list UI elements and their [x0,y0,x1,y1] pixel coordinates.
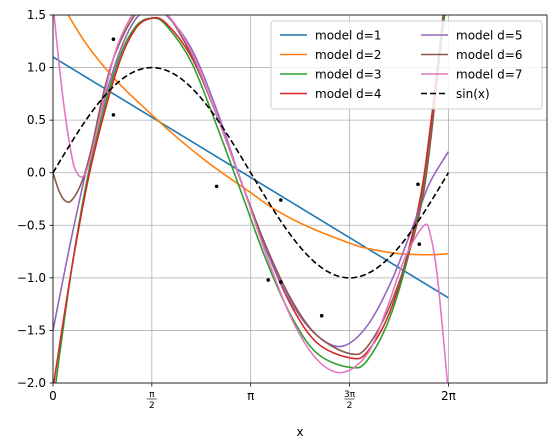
x-tick-label-1: π2 [146,390,157,411]
series-line-model-d-1 [53,56,449,299]
grid-lines [52,14,547,384]
plot-area [53,15,450,383]
x-tick-label-4: 2π [441,389,456,403]
legend: model d=1 model d=2 model d=3 model d=4 mode… [270,20,543,110]
scatter-point-6 [319,313,324,318]
y-tick-label-1: −1.5 [17,323,46,337]
legend-item-model-d-6: model d=6 [421,48,523,62]
series-line-sin-x [53,66,450,279]
y-axis-ticks: −2.0 −1.5 −1.0 −0.5 0.0 0.5 1.0 1.5 [17,8,53,390]
series-line-model-d-7 [53,15,449,383]
x-axis-label: x [296,425,303,439]
scatter-point-8 [417,242,422,247]
legend-item-model-d-5: model d=5 [421,29,523,43]
y-tick-label-0: −2.0 [17,376,46,390]
scatter-point-1 [111,113,116,117]
legend-label: model d=6 [456,48,523,62]
legend-item-model-d-3: model d=3 [280,68,382,82]
x-tick-numerator: 3π [344,390,356,400]
legend-item-model-d-4: model d=4 [280,87,382,101]
scatter-point-2 [214,184,219,189]
legend-item-sin-x: sin(x) [421,87,490,101]
scatter-point-5 [279,198,283,202]
legend-label: sin(x) [456,87,490,101]
scatter-point-4 [279,280,283,284]
x-tick-denominator: 2 [347,401,353,411]
legend-item-model-d-7: model d=7 [421,68,523,82]
legend-box [270,20,543,110]
legend-label: model d=1 [315,29,382,43]
legend-item-model-d-1: model d=1 [280,29,382,43]
y-tick-label-7: 1.5 [27,8,46,22]
x-tick-denominator: 2 [149,401,155,411]
x-tick-label-2: π [247,389,254,403]
legend-label: model d=4 [315,87,382,101]
scatter-point-0 [111,37,116,41]
scatter-point-3 [266,278,271,282]
x-tick-label-3: 3π2 [344,390,356,411]
y-tick-label-3: −0.5 [17,218,46,232]
legend-label: model d=3 [315,68,382,82]
y-tick-label-6: 1.0 [27,61,46,75]
scatter-point-7 [416,182,420,187]
y-tick-label-4: 0.0 [27,166,46,180]
series-layer [53,15,450,383]
y-tick-label-5: 0.5 [27,113,46,127]
y-tick-label-2: −1.0 [17,271,46,285]
series-line-model-d-3 [55,15,446,383]
legend-label: model d=2 [315,48,382,62]
legend-label: model d=5 [456,29,523,43]
legend-label: model d=7 [456,68,523,82]
scatter-layer [111,37,422,318]
x-tick-numerator: π [149,390,155,400]
series-line-model-d-2 [67,15,449,256]
axes-frame [52,14,548,384]
x-tick-label-0: 0 [49,389,57,403]
legend-item-model-d-2: model d=2 [280,48,382,62]
